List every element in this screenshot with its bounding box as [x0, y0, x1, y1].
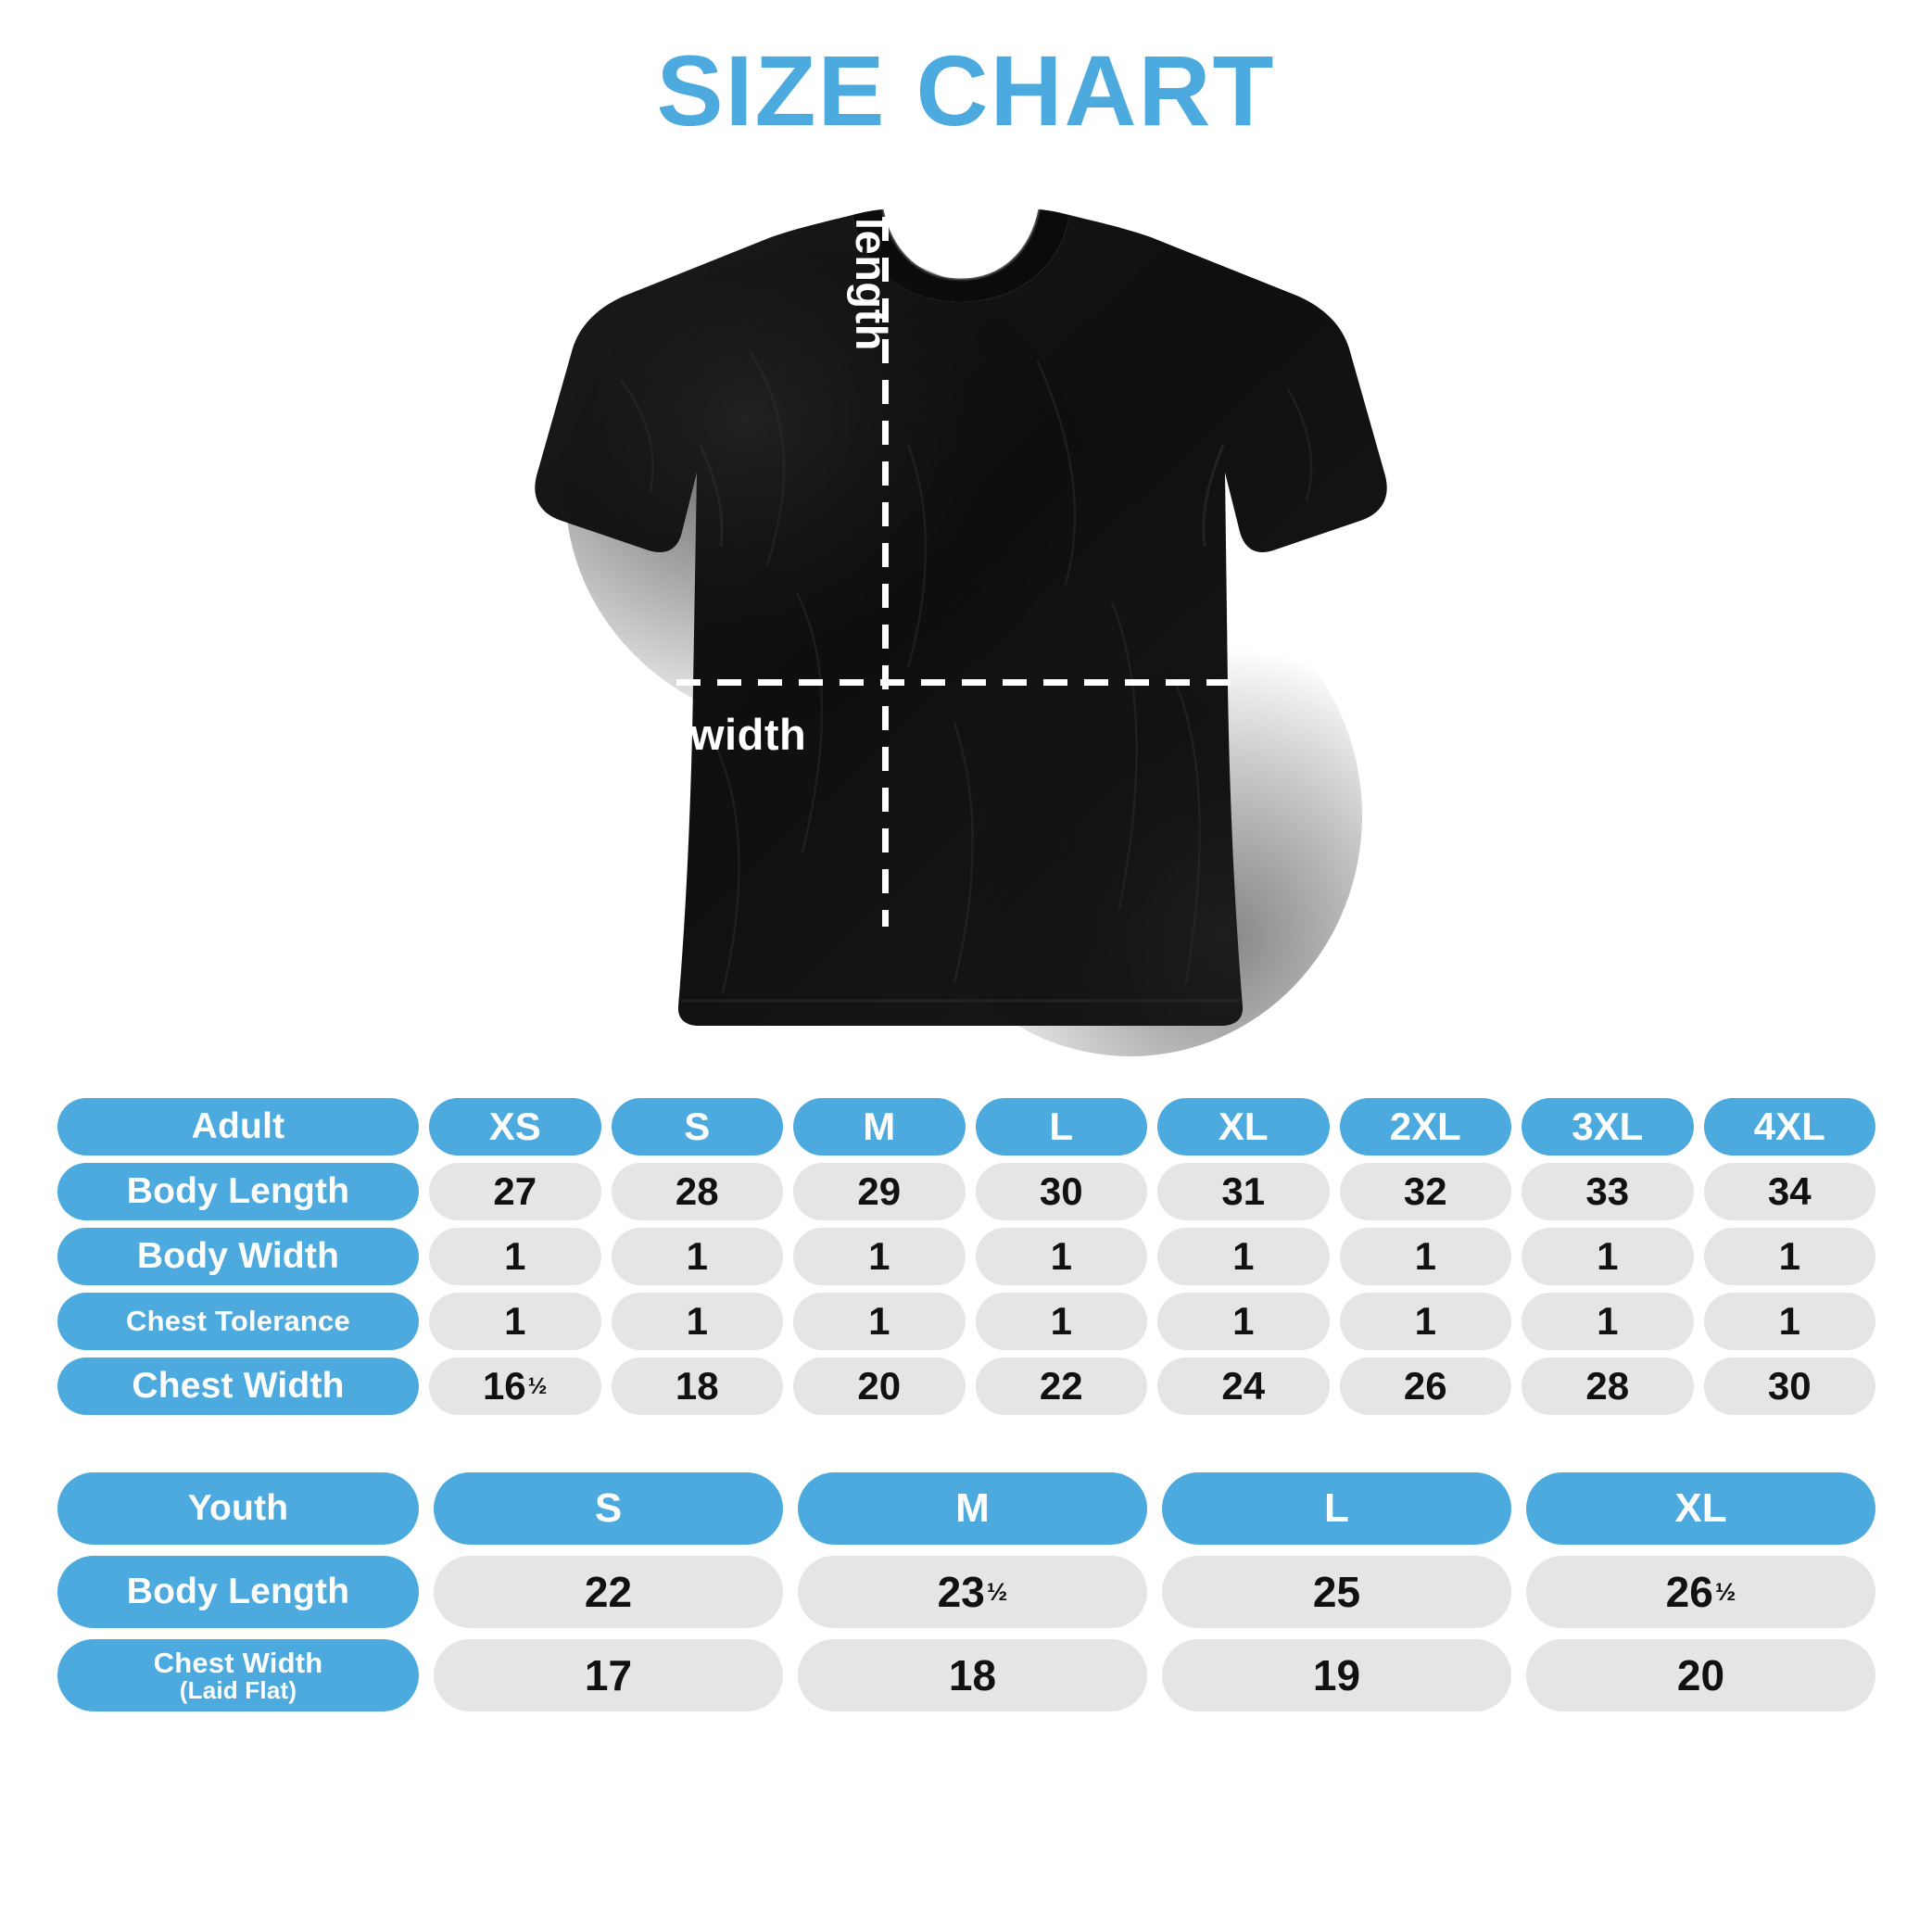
- length-dashed-line: [882, 176, 889, 927]
- table-cell: 29: [793, 1163, 966, 1220]
- table-cell: 1: [975, 1228, 1147, 1285]
- table-cell: 1: [793, 1228, 966, 1285]
- width-dashed-line: [676, 679, 1232, 686]
- table-cell: 20: [793, 1357, 966, 1415]
- row-label: Chest Width: [57, 1357, 419, 1415]
- table-cell: 19: [1162, 1639, 1511, 1711]
- table-cell: 1: [429, 1228, 601, 1285]
- table-cell: 1: [1157, 1293, 1330, 1350]
- table-cell: 17: [434, 1639, 783, 1711]
- table-cell: 16 ½: [429, 1357, 601, 1415]
- table-cell: 28: [611, 1163, 783, 1220]
- table-row: Chest Width 16 ½ 18 20 22 24 26 28 30: [57, 1357, 1875, 1415]
- table-cell: 34: [1703, 1163, 1875, 1220]
- table-cell: 20: [1526, 1639, 1875, 1711]
- tshirt-diagram: width length: [519, 167, 1408, 1056]
- table-cell: 33: [1522, 1163, 1694, 1220]
- adult-table-title: Adult: [57, 1098, 419, 1155]
- table-row: Body Length 22 23 ½ 25 26 ½: [57, 1556, 1875, 1628]
- table-cell: 24: [1157, 1357, 1330, 1415]
- adult-size-header[interactable]: XS: [429, 1098, 601, 1155]
- table-cell: 18: [798, 1639, 1147, 1711]
- youth-size-header[interactable]: XL: [1526, 1472, 1875, 1545]
- adult-header-row: Adult XS S M L XL 2XL 3XL 4XL: [57, 1098, 1875, 1155]
- table-cell: 1: [1522, 1293, 1694, 1350]
- table-cell: 32: [1339, 1163, 1511, 1220]
- adult-size-header[interactable]: 4XL: [1703, 1098, 1875, 1155]
- table-cell: 22: [975, 1357, 1147, 1415]
- length-label: length: [847, 218, 896, 351]
- row-label: Body Length: [57, 1163, 419, 1220]
- youth-size-header[interactable]: L: [1162, 1472, 1511, 1545]
- table-cell: 25: [1162, 1556, 1511, 1628]
- row-label: Chest Tolerance: [57, 1293, 419, 1350]
- adult-size-header[interactable]: L: [975, 1098, 1147, 1155]
- table-cell: 1: [1157, 1228, 1330, 1285]
- youth-size-header[interactable]: M: [798, 1472, 1147, 1545]
- youth-size-header[interactable]: S: [434, 1472, 783, 1545]
- table-cell: 26 ½: [1526, 1556, 1875, 1628]
- table-cell: 1: [1703, 1228, 1875, 1285]
- table-row: Chest Tolerance 1 1 1 1 1 1 1 1: [57, 1293, 1875, 1350]
- adult-size-header[interactable]: 3XL: [1522, 1098, 1694, 1155]
- table-cell: 23 ½: [798, 1556, 1147, 1628]
- table-cell: 1: [1703, 1293, 1875, 1350]
- adult-size-header[interactable]: XL: [1157, 1098, 1330, 1155]
- table-cell: 30: [1703, 1357, 1875, 1415]
- youth-table-title: Youth: [57, 1472, 419, 1545]
- row-label: Chest Width (Laid Flat): [57, 1639, 419, 1711]
- table-row: Body Length 27 28 29 30 31 32 33 34: [57, 1163, 1875, 1220]
- adult-size-table: Adult XS S M L XL 2XL 3XL 4XL Body Lengt…: [57, 1098, 1875, 1415]
- table-cell: 1: [429, 1293, 601, 1350]
- row-label: Body Length: [57, 1556, 419, 1628]
- table-cell: 1: [611, 1228, 783, 1285]
- table-cell: 1: [1339, 1293, 1511, 1350]
- table-cell: 1: [1522, 1228, 1694, 1285]
- table-cell: 27: [429, 1163, 601, 1220]
- adult-size-header[interactable]: S: [611, 1098, 783, 1155]
- youth-size-table: Youth S M L XL Body Length 22 23 ½ 25 26 ½…: [57, 1472, 1875, 1711]
- table-row: Chest Width (Laid Flat) 17 18 19 20: [57, 1639, 1875, 1711]
- table-cell: 26: [1339, 1357, 1511, 1415]
- table-cell: 18: [611, 1357, 783, 1415]
- size-tables: Adult XS S M L XL 2XL 3XL 4XL Body Lengt…: [57, 1098, 1875, 1723]
- table-cell: 1: [793, 1293, 966, 1350]
- youth-header-row: Youth S M L XL: [57, 1472, 1875, 1545]
- row-label: Body Width: [57, 1228, 419, 1285]
- page-title: SIZE CHART: [656, 34, 1276, 146]
- row-label-sub: (Laid Flat): [179, 1675, 297, 1704]
- adult-size-header[interactable]: 2XL: [1339, 1098, 1511, 1155]
- table-row: Body Width 1 1 1 1 1 1 1 1: [57, 1228, 1875, 1285]
- adult-size-header[interactable]: M: [793, 1098, 966, 1155]
- row-label-main: Chest Width: [153, 1646, 323, 1679]
- table-cell: 1: [611, 1293, 783, 1350]
- table-cell: 30: [975, 1163, 1147, 1220]
- table-cell: 1: [975, 1293, 1147, 1350]
- table-cell: 31: [1157, 1163, 1330, 1220]
- width-label: width: [690, 710, 807, 759]
- table-cell: 1: [1339, 1228, 1511, 1285]
- table-cell: 28: [1522, 1357, 1694, 1415]
- table-cell: 22: [434, 1556, 783, 1628]
- tshirt-icon: [535, 208, 1387, 1056]
